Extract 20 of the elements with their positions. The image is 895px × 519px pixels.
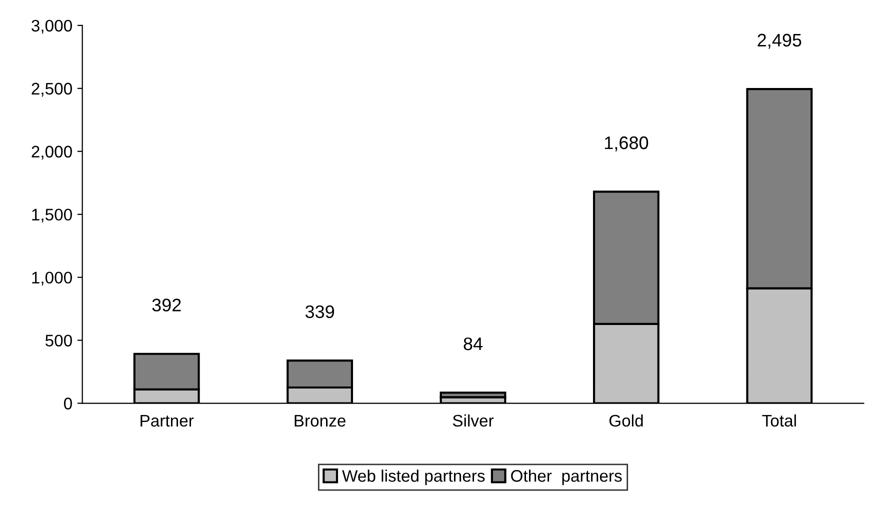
- y-tick-label: 1,000: [32, 272, 72, 286]
- y-tick-label: 3,000: [32, 20, 72, 34]
- x-tick-label: Gold: [609, 414, 643, 427]
- legend-label: Web listed partners: [342, 470, 485, 486]
- legend-label: Other partners: [511, 470, 622, 486]
- total-label: 84: [464, 337, 483, 350]
- bar: [440, 392, 506, 398]
- y-tick-label: 2,500: [32, 82, 72, 97]
- total-label: 339: [305, 305, 334, 318]
- y-tick-label: 0: [64, 398, 72, 410]
- total-label: 392: [152, 298, 181, 312]
- x-tick-label: Bronze: [294, 414, 346, 427]
- total-label: 2,495: [758, 34, 802, 49]
- x-tick-label: Total: [762, 414, 796, 427]
- total-label: 1,680: [605, 136, 648, 152]
- y-tick-label: 2,000: [32, 146, 72, 160]
- y-tick-label: 1,500: [32, 208, 72, 223]
- x-tick-label: Silver: [452, 414, 494, 427]
- x-tick-label: Partner: [140, 414, 194, 427]
- y-tick-label: 500: [45, 334, 72, 346]
